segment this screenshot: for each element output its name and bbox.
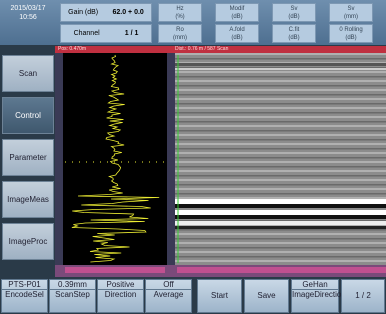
channel-value: 1 / 1 — [125, 30, 139, 37]
channel-label: Channel — [74, 30, 100, 37]
param-label: A.fold — [216, 26, 258, 34]
param-button[interactable]: A.fold(dB) — [215, 24, 259, 43]
radargram — [167, 53, 386, 265]
setting-button-label: ScanStep — [50, 290, 95, 299]
date: 2015/03/17 — [3, 4, 53, 13]
setting-button-label: EncodeSel — [2, 290, 47, 299]
param-label: 0 Rolling — [330, 26, 372, 34]
param-button[interactable]: Sv(mm) — [329, 3, 373, 22]
depth-ruler-2 — [167, 53, 175, 265]
gain-value: 62.0 + 0.0 — [112, 9, 143, 16]
menu-button[interactable]: Parameter — [2, 139, 54, 176]
depth-ruler — [55, 53, 63, 265]
param-label: Sv — [330, 5, 372, 13]
param-button[interactable]: C.fit(dB) — [272, 24, 316, 43]
top-bar: 2015/03/17 10:56 Gain (dB) 62.0 + 0.0 Cha… — [0, 0, 386, 45]
param-unit: (dB) — [273, 13, 315, 21]
param-label: Hz — [159, 5, 201, 13]
screen: 2015/03/17 10:56 Gain (dB) 62.0 + 0.0 Cha… — [0, 0, 386, 314]
param-label: Modif — [216, 5, 258, 13]
param-label: Ro — [159, 26, 201, 34]
param-button[interactable]: Ro(mm) — [158, 24, 202, 43]
setting-button-value: PTS-P01 — [2, 280, 47, 290]
direction-button-label: ImageDirectio — [292, 290, 338, 299]
param-unit: (dB) — [273, 34, 315, 42]
channel-field[interactable]: Channel 1 / 1 — [60, 24, 152, 43]
save-button[interactable]: Save — [244, 279, 289, 313]
param-unit: (dB) — [216, 13, 258, 21]
gain-field[interactable]: Gain (dB) 62.0 + 0.0 — [60, 3, 152, 22]
gain-label: Gain (dB) — [68, 9, 98, 16]
strip-left: Pos: 0.470m — [58, 46, 86, 53]
setting-button-value: 0.39mm — [50, 280, 95, 290]
direction-button-value: GeHan — [292, 280, 338, 290]
menu-button[interactable]: Control — [2, 97, 54, 134]
menu-button[interactable]: ImageProc — [2, 223, 54, 260]
position-strip: Pos: 0.470m Dist.: 0.76 m / 587 Scan — [55, 46, 386, 53]
param-label: Sv — [273, 5, 315, 13]
page-button[interactable]: 1 / 2 — [341, 279, 385, 313]
menu-button[interactable]: ImageMeas — [2, 181, 54, 218]
param-unit: (dB) — [216, 34, 258, 42]
param-button[interactable]: Sv(dB) — [272, 3, 316, 22]
param-button[interactable]: Modif(dB) — [215, 3, 259, 22]
param-label: C.fit — [273, 26, 315, 34]
param-unit: (mm) — [330, 13, 372, 21]
param-unit: (%) — [159, 13, 201, 21]
setting-button-label: Direction — [98, 290, 143, 299]
scan-view — [55, 53, 386, 277]
menu-button[interactable]: Scan — [2, 55, 54, 92]
setting-button-value: Positive — [98, 280, 143, 290]
param-button[interactable]: Hz(%) — [158, 3, 202, 22]
setting-button-label: Average — [146, 290, 191, 299]
clock: 2015/03/17 10:56 — [3, 4, 53, 22]
setting-button-value: Off — [146, 280, 191, 290]
param-unit: (dB) — [330, 34, 372, 42]
time: 10:56 — [3, 13, 53, 22]
param-button[interactable]: 0 Rolling(dB) — [329, 24, 373, 43]
param-unit: (mm) — [159, 34, 201, 42]
strip-right: Dist.: 0.76 m / 587 Scan — [175, 46, 228, 53]
start-button[interactable]: Start — [197, 279, 242, 313]
